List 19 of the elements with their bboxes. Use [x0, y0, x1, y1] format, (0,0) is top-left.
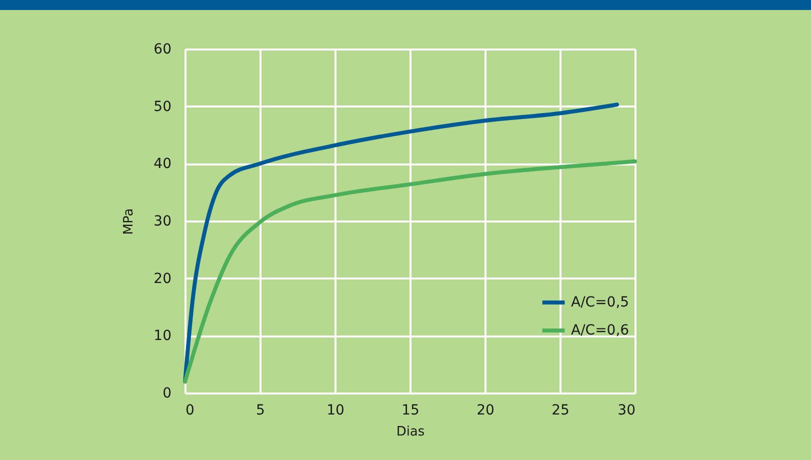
y-axis-title: MPa	[122, 208, 137, 235]
legend-label: A/C=0,6	[571, 322, 630, 338]
y-tick-label: 10	[154, 328, 172, 344]
x-tick-label: 10	[326, 402, 344, 418]
y-tick-label: 20	[154, 270, 172, 287]
x-tick-label: 20	[476, 402, 494, 418]
x-axis-title: Dias	[396, 424, 425, 440]
x-tick-label: 15	[402, 402, 420, 418]
x-tick-label: 0	[186, 402, 194, 418]
x-tick-label: 25	[552, 402, 570, 418]
y-tick-label: 50	[154, 98, 172, 115]
legend-label: A/C=0,5	[571, 294, 630, 310]
line-series	[183, 159, 637, 384]
y-tick-label: 30	[154, 214, 172, 230]
y-tick-label: 40	[154, 156, 172, 172]
x-tick-label: 5	[256, 402, 265, 418]
x-tick-label: 30	[618, 402, 636, 418]
y-tick-label: 0	[162, 386, 172, 402]
y-tick-label: 60	[154, 42, 172, 58]
